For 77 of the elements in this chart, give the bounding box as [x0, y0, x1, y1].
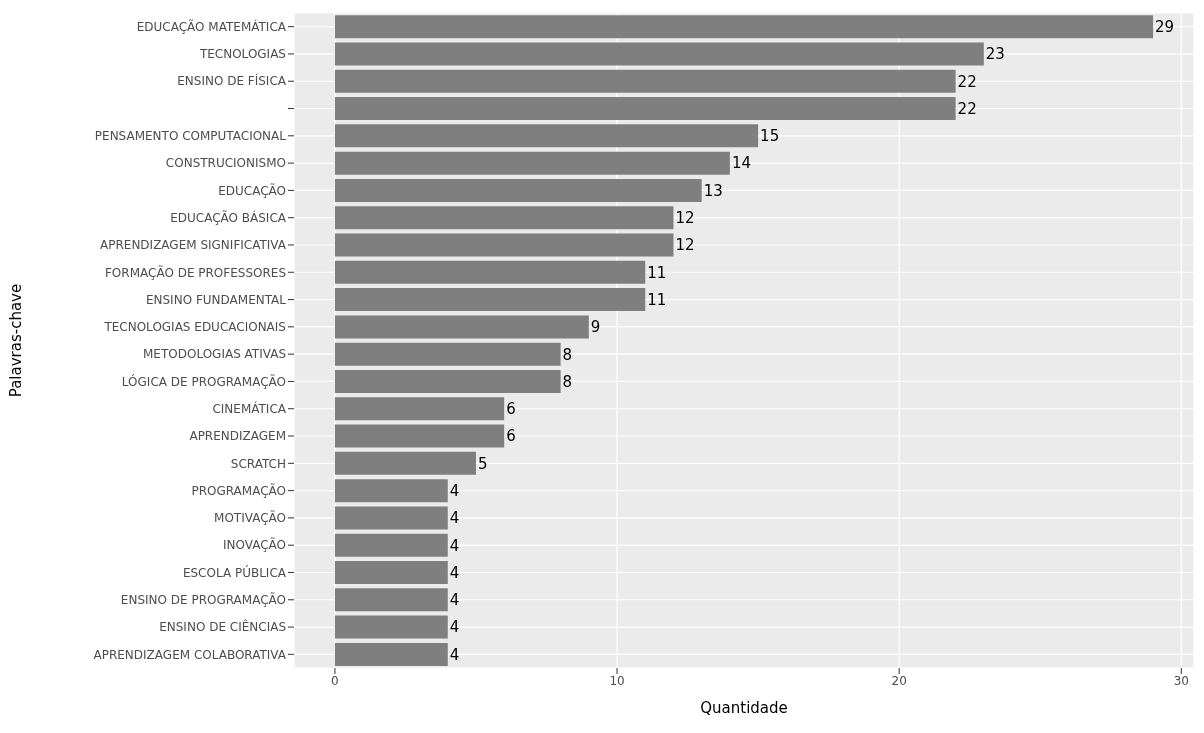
data-label: 29	[1155, 18, 1175, 37]
bar	[334, 451, 476, 475]
y-tick-label: ENSINO FUNDAMENTAL	[145, 292, 287, 307]
bar	[334, 42, 984, 66]
bar	[334, 533, 448, 557]
y-tick-label: CINEMÁTICA	[212, 400, 287, 416]
y-tick-label: TECNOLOGIAS	[198, 47, 286, 62]
bar	[334, 315, 589, 339]
bar	[334, 506, 448, 530]
data-label: 9	[590, 318, 601, 337]
bar	[334, 588, 448, 612]
bar	[334, 642, 448, 666]
bar	[334, 479, 448, 503]
data-label: 12	[675, 209, 695, 228]
y-tick-label: INOVAÇÃO	[222, 537, 286, 553]
data-label: 4	[449, 509, 460, 528]
bar	[334, 124, 759, 148]
x-tick-label: 0	[331, 673, 339, 688]
y-axis-title: Palavras-chave	[7, 283, 26, 398]
y-tick-label: APRENDIZAGEM COLABORATIVA	[93, 647, 287, 662]
data-label: 8	[562, 345, 573, 364]
data-label: 12	[675, 236, 695, 255]
bar	[334, 69, 956, 93]
data-label: 4	[449, 481, 460, 500]
data-label: 14	[731, 154, 751, 173]
y-tick-label: APRENDIZAGEM	[189, 429, 286, 444]
bar	[334, 233, 674, 257]
y-tick-label: APRENDIZAGEM SIGNIFICATIVA	[100, 238, 287, 253]
data-label: 5	[477, 454, 488, 473]
bar	[334, 424, 505, 448]
data-label: 4	[449, 591, 460, 610]
bar	[334, 397, 505, 421]
data-label: 8	[562, 372, 573, 391]
y-tick-label: MOTIVAÇÃO	[214, 510, 286, 526]
y-tick-label: PENSAMENTO COMPUTACIONAL	[94, 129, 287, 144]
data-label: 13	[703, 181, 723, 200]
data-label: 23	[985, 45, 1005, 64]
y-tick-label: EDUCAÇÃO	[218, 182, 286, 198]
bar	[334, 260, 646, 284]
data-label: 22	[957, 72, 977, 91]
y-tick-label: LÓGICA DE PROGRAMAÇÃO	[121, 373, 286, 389]
y-tick-label: CONSTRUCIONISMO	[165, 156, 286, 171]
x-tick-label: 20	[891, 673, 907, 688]
bar	[334, 288, 646, 312]
data-label: 11	[647, 290, 667, 309]
bar	[334, 97, 956, 121]
x-tick-label: 10	[609, 673, 625, 688]
bar	[334, 615, 448, 639]
bar	[334, 369, 561, 393]
y-tick-label: ENSINO DE CIÊNCIAS	[159, 619, 286, 635]
y-tick-label: ESCOLA PÚBLICA	[182, 564, 287, 580]
bar	[334, 206, 674, 230]
y-tick-label: TECNOLOGIAS EDUCACIONAIS	[103, 320, 286, 335]
y-tick-label: METODOLOGIAS ATIVAS	[143, 347, 286, 362]
y-tick-label: EDUCAÇÃO MATEMÁTICA	[136, 18, 287, 34]
data-label: 6	[506, 400, 516, 419]
y-tick-label: SCRATCH	[230, 456, 286, 471]
x-tick-label: 30	[1173, 673, 1189, 688]
data-label: 11	[647, 263, 667, 282]
data-label: 4	[449, 536, 460, 555]
bar	[334, 342, 561, 366]
bar	[334, 178, 702, 202]
data-label: 22	[957, 99, 977, 118]
y-tick-label: ENSINO DE FÍSICA	[177, 73, 287, 89]
x-axis-title: Quantidade	[700, 699, 788, 717]
data-label: 4	[449, 645, 460, 664]
data-label: 15	[760, 127, 780, 146]
bar	[334, 15, 1154, 39]
y-tick-label: PROGRAMAÇÃO	[191, 482, 286, 498]
y-tick-label: EDUCAÇÃO BÁSICA	[170, 209, 287, 225]
data-label: 6	[506, 427, 516, 446]
y-tick-label: ENSINO DE PROGRAMAÇÃO	[120, 592, 286, 608]
bar	[334, 561, 448, 585]
bar	[334, 151, 730, 175]
y-tick-label: FORMAÇÃO DE PROFESSORES	[104, 264, 286, 280]
data-label: 4	[449, 563, 460, 582]
data-label: 4	[449, 618, 460, 637]
